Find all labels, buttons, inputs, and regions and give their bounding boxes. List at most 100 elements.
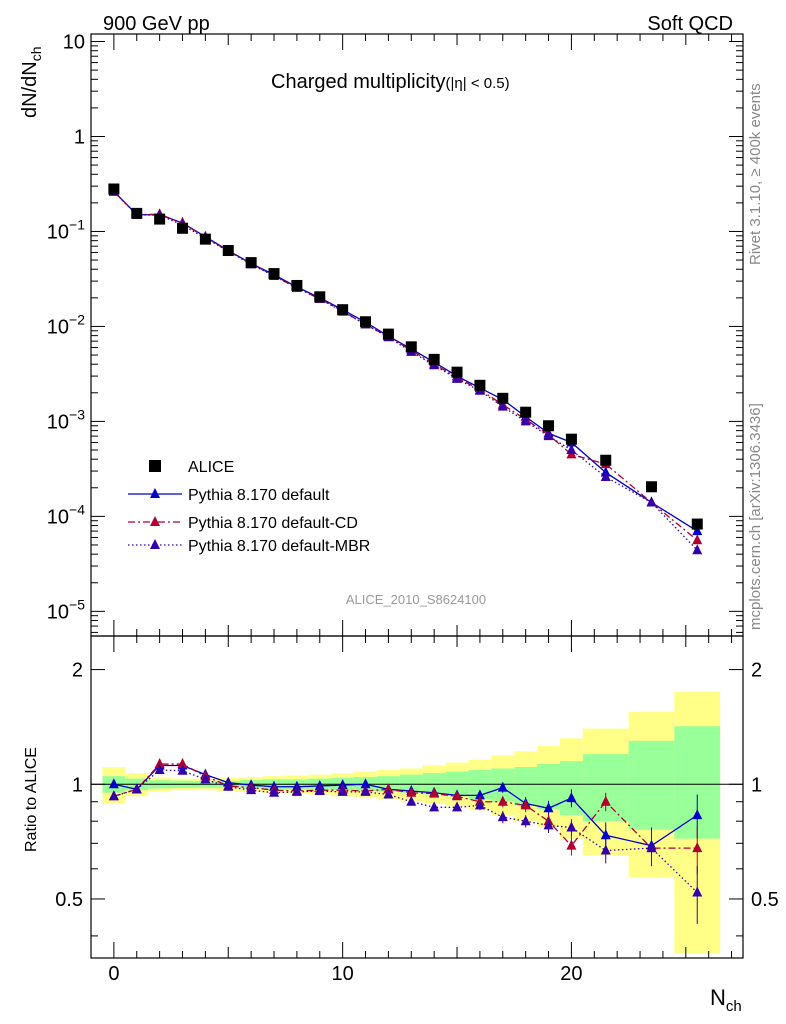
header-category-label: Soft QCD xyxy=(647,13,733,35)
ratio-y-tick-label: 1 xyxy=(72,774,83,796)
ratio-point xyxy=(600,795,611,806)
alice-data-point xyxy=(691,518,703,530)
mc-line-2 xyxy=(113,191,698,541)
alice-data-point xyxy=(222,245,234,257)
ratio-point xyxy=(566,839,577,850)
header-energy-label: 900 GeV pp xyxy=(103,13,210,35)
ratio-line-3 xyxy=(113,769,698,893)
ratio-point xyxy=(474,789,485,800)
x-tick-label: 0 xyxy=(108,963,119,985)
alice-data-point xyxy=(565,433,577,445)
ratio-point xyxy=(692,809,703,820)
alice-data-point xyxy=(131,207,143,219)
ratio-panel-frame xyxy=(90,635,744,959)
ratio-point xyxy=(520,815,531,826)
ratio-point xyxy=(452,801,463,812)
ratio-point xyxy=(543,802,554,813)
alice-data-point xyxy=(360,316,372,328)
ratio-point xyxy=(360,785,371,796)
alice-data-point xyxy=(520,406,532,418)
ratio-point xyxy=(108,778,119,789)
ratio-point xyxy=(337,779,348,790)
ratio-point xyxy=(497,811,508,822)
ratio-point xyxy=(108,790,119,801)
inner-uncertainty-band xyxy=(537,764,560,810)
inner-uncertainty-band xyxy=(514,767,538,806)
ratio-point xyxy=(429,801,440,812)
alice-data-point xyxy=(108,183,120,195)
chart-title: Charged multiplicity(|η| < 0.5) xyxy=(271,71,510,93)
ratio-point xyxy=(337,785,348,796)
legend-marker xyxy=(150,488,160,498)
ratio-point xyxy=(646,842,657,853)
ratio-line-1 xyxy=(113,764,698,847)
inner-uncertainty-band xyxy=(628,740,675,830)
x-tick-label: 10 xyxy=(332,963,354,985)
ratio-y-tick-label-right: 0.5 xyxy=(751,889,779,911)
alice-data-point xyxy=(405,341,417,353)
y-tick-label: 10−4 xyxy=(47,501,85,528)
ratio-point xyxy=(600,829,611,840)
alice-data-point xyxy=(645,481,657,493)
ratio-point xyxy=(566,792,577,803)
alice-data-point xyxy=(497,392,509,404)
alice-data-point xyxy=(154,213,166,225)
alice-data-point xyxy=(245,257,257,269)
ratio-point xyxy=(692,842,703,853)
ratio-point xyxy=(543,819,554,830)
mc-point xyxy=(692,544,703,555)
ratio-point xyxy=(497,795,508,806)
alice-data-point xyxy=(451,366,463,378)
ratio-point xyxy=(474,799,485,810)
legend-marker-alice xyxy=(149,460,161,472)
ratio-point xyxy=(452,790,463,801)
mc-point xyxy=(497,400,508,411)
ratio-point xyxy=(497,781,508,792)
rivet-version-label: Rivet 3.1.10, ≥ 400k events xyxy=(747,83,764,265)
y-tick-label: 10−2 xyxy=(47,311,85,338)
y-tick-label: 10−5 xyxy=(47,596,85,623)
ratio-point xyxy=(223,780,234,791)
alice-data-point xyxy=(474,379,486,391)
alice-data-point xyxy=(177,222,189,234)
alice-data-point xyxy=(600,454,612,466)
alice-data-point xyxy=(268,268,280,280)
ratio-point xyxy=(269,786,280,797)
mc-point xyxy=(520,415,531,426)
ratio-point xyxy=(154,764,165,775)
ratio-point xyxy=(154,758,165,769)
inner-uncertainty-band xyxy=(559,761,583,816)
alice-data-point xyxy=(314,291,326,303)
legend-label: Pythia 8.170 default-MBR xyxy=(188,538,370,555)
ratio-point xyxy=(177,758,188,769)
mc-point xyxy=(646,496,657,507)
legend-marker xyxy=(150,516,160,526)
alice-data-point xyxy=(382,328,394,340)
alice-data-point xyxy=(543,420,555,432)
ratio-point xyxy=(246,784,257,795)
ratio-point xyxy=(600,844,611,855)
x-axis-label: Nch xyxy=(710,985,742,1015)
ratio-point xyxy=(406,786,417,797)
mc-point xyxy=(600,470,611,481)
legend-label: Pythia 8.170 default-CD xyxy=(188,515,358,532)
analysis-label: ALICE_2010_S8624100 xyxy=(346,592,486,607)
alice-data-point xyxy=(199,233,211,245)
ratio-y-tick-label: 2 xyxy=(72,660,83,682)
legend-label: Pythia 8.170 default xyxy=(188,487,330,504)
y-tick-label: 10−1 xyxy=(47,216,85,243)
ratio-point xyxy=(429,787,440,798)
alice-data-point xyxy=(291,279,303,291)
ratio-point xyxy=(520,799,531,810)
legend-label: ALICE xyxy=(188,459,234,476)
ratio-point xyxy=(692,886,703,897)
mc-point xyxy=(692,525,703,536)
mc-point xyxy=(692,534,703,545)
ratio-point xyxy=(566,821,577,832)
mcplots-label: mcplots.cern.ch [arXiv:1306.3436] xyxy=(747,403,764,630)
ratio-y-tick-label-right: 1 xyxy=(751,774,762,796)
x-tick-label: 20 xyxy=(560,963,582,985)
ratio-y-tick-label-right: 2 xyxy=(751,660,762,682)
ratio-y-axis-label: Ratio to ALICE xyxy=(23,747,40,852)
